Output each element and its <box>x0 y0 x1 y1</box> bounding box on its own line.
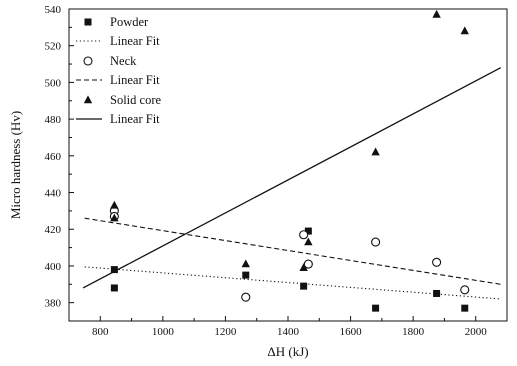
legend-solid-core-label: Solid core <box>110 93 161 107</box>
legend-powder-marker <box>84 18 92 26</box>
powder-data-point <box>304 227 312 235</box>
powder-data-point <box>433 289 441 297</box>
neck-data-point <box>432 257 442 267</box>
x-tick-label: 1000 <box>152 326 175 338</box>
x-tick-label: 1200 <box>214 326 237 338</box>
neck-data-point <box>371 237 381 247</box>
x-tick-label: 800 <box>92 326 109 338</box>
y-tick-label: 380 <box>45 298 62 310</box>
x-tick-label: 2000 <box>465 326 488 338</box>
solid-core-data-point <box>460 26 469 35</box>
y-tick-label: 400 <box>45 261 62 273</box>
x-tick-label: 1800 <box>402 326 425 338</box>
neck-data-point <box>303 259 313 269</box>
solid-core-data-point <box>432 9 441 18</box>
legend-neck-marker <box>83 56 93 66</box>
data-points <box>109 9 470 312</box>
y-axis-title: Micro hardness (Hv) <box>8 111 23 219</box>
solid-core-linear-fit-line <box>82 67 502 289</box>
neck-data-point <box>299 230 309 240</box>
legend-solid-core-fit-label: Linear Fit <box>110 112 160 126</box>
legend-neck-fit-label: Linear Fit <box>110 73 160 87</box>
y-tick-label: 420 <box>45 224 62 236</box>
axis-ticks: 800 1000 1200 1400 1600 1800 2000 380 400 420 440 4… <box>45 4 508 338</box>
legend-powder-label: Powder <box>110 15 149 29</box>
y-tick-label: 520 <box>45 41 62 53</box>
y-tick-label: 500 <box>45 77 62 89</box>
legend: Powder Linear Fit Neck Linear Fit Solid core… <box>76 15 161 126</box>
neck-data-point <box>241 292 251 302</box>
solid-core-data-point <box>304 237 313 246</box>
legend-powder-fit-label: Linear Fit <box>110 34 160 48</box>
neck-data-point <box>460 285 470 295</box>
x-tick-label: 1400 <box>277 326 300 338</box>
solid-core-data-point <box>371 147 380 156</box>
powder-data-point <box>242 271 250 279</box>
solid-core-data-point <box>110 213 119 222</box>
x-tick-label: 1600 <box>340 326 363 338</box>
powder-data-point <box>110 266 118 274</box>
solid-core-data-point <box>110 200 119 209</box>
solid-core-data-point <box>241 259 250 268</box>
y-tick-label: 540 <box>45 4 62 16</box>
y-tick-label: 480 <box>45 114 62 126</box>
x-axis-title: ΔH (kJ) <box>267 344 308 359</box>
powder-data-point <box>372 304 380 312</box>
y-tick-label: 440 <box>45 188 62 200</box>
legend-neck-label: Neck <box>110 54 137 68</box>
solid-core-data-point <box>299 263 308 271</box>
legend-solid-core-marker <box>83 95 93 104</box>
neck-linear-fit-line <box>84 217 501 285</box>
y-tick-label: 460 <box>45 151 62 163</box>
fit-lines <box>82 67 502 300</box>
powder-data-point <box>300 282 308 290</box>
powder-data-point <box>110 284 118 292</box>
powder-data-point <box>461 304 469 312</box>
powder-linear-fit-line <box>84 266 501 300</box>
